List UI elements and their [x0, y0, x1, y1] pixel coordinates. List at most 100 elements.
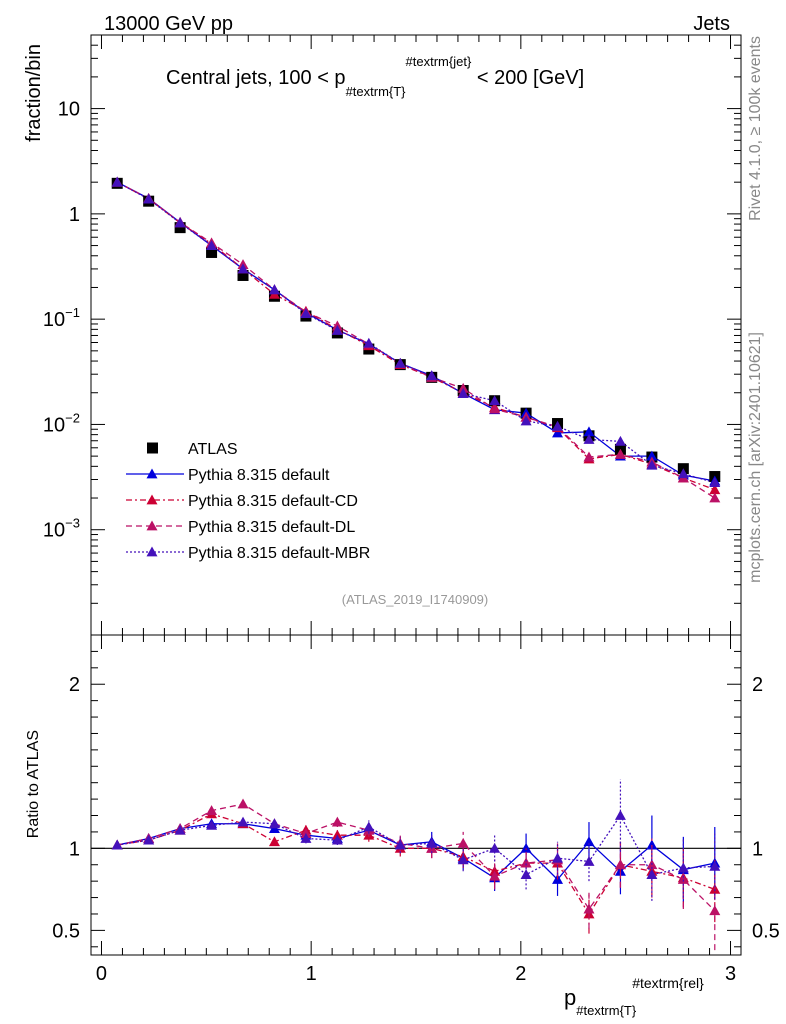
ratio-point-pythia-8-315-default-mbr — [646, 869, 658, 879]
ratio-line-pythia-8-315-default-mbr — [117, 814, 715, 876]
ratio-point-pythia-8-315-default-mbr — [268, 818, 280, 829]
data-point-pythia-8-315-default-mbr — [143, 193, 155, 204]
data-point-pythia-8-315-default-mbr — [709, 477, 721, 488]
data-point-pythia-8-315-default-mbr — [677, 468, 689, 479]
ratio-point-pythia-8-315-default-mbr — [709, 860, 721, 871]
data-point-pythia-8-315-default-mbr — [331, 325, 343, 335]
data-point-pythia-8-315-default-cd — [709, 484, 721, 495]
ratio-panel-frame — [90, 634, 742, 956]
data-point-pythia-8-315-default-mbr — [363, 337, 375, 348]
ratio-point-pythia-8-315-default-mbr — [111, 839, 123, 850]
series-line-pythia-8-315-default-mbr — [116, 181, 715, 484]
data-point-pythia-8-315-default-dl — [489, 403, 501, 414]
x-label-sub: #textrm{T} — [576, 1003, 637, 1018]
ratio-y-tick-label: 2 — [69, 674, 80, 696]
data-point-pythia-8-315-default-dl — [614, 448, 626, 459]
ratio-point-pythia-8-315-default-mbr — [457, 854, 469, 865]
ratio-point-pythia-8-315-default-mbr — [520, 869, 532, 879]
series-line-pythia-8-315-default — [116, 181, 715, 482]
data-point-pythia-8-315-default-mbr — [206, 240, 218, 250]
main-y-tick-label-base: 10 — [43, 414, 65, 436]
ratio-point-pythia-8-315-default — [520, 842, 532, 853]
ratio-point-pythia-8-315-default-mbr — [331, 834, 343, 845]
main-y-tick-label: 1 — [69, 204, 80, 226]
data-point-pythia-8-315-default — [583, 426, 595, 437]
ratio-line-pythia-8-315-default-dl — [117, 803, 716, 912]
ratio-point-pythia-8-315-default-mbr — [583, 855, 595, 866]
ratio-point-pythia-8-315-default-mbr — [174, 824, 186, 835]
data-point-pythia-8-315-default-mbr — [552, 420, 564, 431]
main-title: Central jets, 100 < p#textrm{T} #textrm{j… — [166, 54, 584, 99]
main-series-group — [111, 176, 721, 503]
ratio-point-pythia-8-315-default-dl — [520, 857, 532, 868]
ratio-point-pythia-8-315-default-dl — [614, 859, 626, 870]
data-point-atlas — [174, 222, 186, 234]
ratio-point-pythia-8-315-default-mbr — [363, 821, 375, 832]
title-part-sub: #textrm{T} — [346, 84, 407, 99]
data-point-pythia-8-315-default-mbr — [583, 433, 595, 444]
data-point-atlas — [237, 269, 249, 281]
x-tick-label: 2 — [515, 963, 526, 985]
title-part-2: < 200 [GeV] — [471, 67, 584, 89]
title-part-sup: #textrm{jet} — [406, 54, 472, 69]
legend-label-pythia-8-315-default-cd: Pythia 8.315 default-CD — [188, 493, 358, 510]
legend-marker-pythia-8-315-default-dl — [146, 520, 158, 531]
ratio-point-pythia-8-315-default-dl — [331, 816, 343, 827]
ratio-point-pythia-8-315-default-dl — [489, 870, 501, 881]
main-y-tick-label-exp: −2 — [65, 410, 80, 425]
x-tick-label: 1 — [306, 963, 317, 985]
ratio-point-pythia-8-315-default — [583, 836, 595, 847]
ratio-y-tick-label: 1 — [69, 838, 80, 860]
data-point-pythia-8-315-default-mbr — [394, 357, 406, 368]
data-point-pythia-8-315-default-dl — [583, 451, 595, 462]
ratio-point-pythia-8-315-default-mbr — [394, 839, 406, 850]
x-tick-label: 0 — [96, 963, 107, 985]
data-point-pythia-8-315-default-mbr — [520, 415, 532, 426]
ratio-point-pythia-8-315-default-mbr — [206, 819, 218, 830]
ratio-y-tick-label-right: 1 — [752, 838, 763, 860]
header-right: Jets — [693, 13, 730, 35]
ratio-point-pythia-8-315-default-mbr — [237, 816, 249, 827]
legend-label-atlas: ATLAS — [188, 441, 238, 458]
data-point-pythia-8-315-default-mbr — [268, 284, 280, 295]
legend: ATLAS Pythia 8.315 default Pythia 8.315 de… — [126, 441, 370, 562]
ratio-point-pythia-8-315-default-dl — [206, 805, 218, 815]
legend-label-pythia-8-315-default: Pythia 8.315 default — [188, 467, 330, 484]
data-point-pythia-8-315-default-mbr — [646, 459, 658, 470]
ratio-point-pythia-8-315-default-mbr — [614, 810, 626, 820]
data-point-pythia-8-315-default-mbr — [457, 387, 469, 398]
ratio-point-pythia-8-315-default-dl — [237, 798, 249, 809]
x-label-base: p — [564, 985, 576, 1010]
header-left: 13000 GeV pp — [104, 13, 233, 35]
data-point-pythia-8-315-default-mbr — [174, 217, 186, 228]
ratio-point-pythia-8-315-default — [646, 839, 658, 850]
data-point-pythia-8-315-default — [646, 450, 658, 461]
series-line-pythia-8-315-default-dl — [116, 181, 716, 499]
ratio-y-tick-label: 0.5 — [52, 920, 80, 942]
legend-marker-pythia-8-315-default-mbr — [146, 546, 158, 557]
ratio-point-pythia-8-315-default-cd — [268, 836, 280, 847]
ratio-point-pythia-8-315-default-mbr — [677, 862, 689, 873]
main-y-tick-label-base: 10 — [43, 309, 65, 331]
ratio-point-pythia-8-315-default-mbr — [489, 842, 501, 853]
data-point-pythia-8-315-default-mbr — [111, 176, 123, 187]
mcplots-label: mcplots.cern.ch [arXiv:2401.10621] — [747, 332, 764, 583]
main-y-tick-label-base: 10 — [43, 520, 65, 542]
main-y-tick-label: 10 — [58, 99, 80, 121]
legend-label-pythia-8-315-default-dl: Pythia 8.315 default-DL — [188, 519, 355, 536]
ratio-y-axis-label: Ratio to ATLAS — [25, 730, 42, 838]
data-point-pythia-8-315-default — [552, 427, 564, 438]
data-point-pythia-8-315-default-dl — [457, 382, 469, 393]
ratio-y-tick-label-right: 2 — [752, 674, 763, 696]
data-point-pythia-8-315-default-mbr — [614, 435, 626, 446]
ratio-series-group — [111, 779, 721, 951]
x-label-sup: #textrm{rel} — [632, 975, 704, 991]
main-y-tick-label: 10−1 — [43, 305, 80, 331]
ratio-y-tick-label-right: 0.5 — [752, 920, 780, 942]
ratio-point-pythia-8-315-default-mbr — [426, 837, 438, 848]
main-y-tick-label: 10−2 — [43, 410, 80, 436]
rivet-version-label: Rivet 4.1.0, ≥ 100k events — [747, 36, 764, 221]
legend-marker-pythia-8-315-default-cd — [146, 494, 158, 505]
x-axis-label: p#textrm{T} #textrm{rel} — [564, 975, 704, 1018]
